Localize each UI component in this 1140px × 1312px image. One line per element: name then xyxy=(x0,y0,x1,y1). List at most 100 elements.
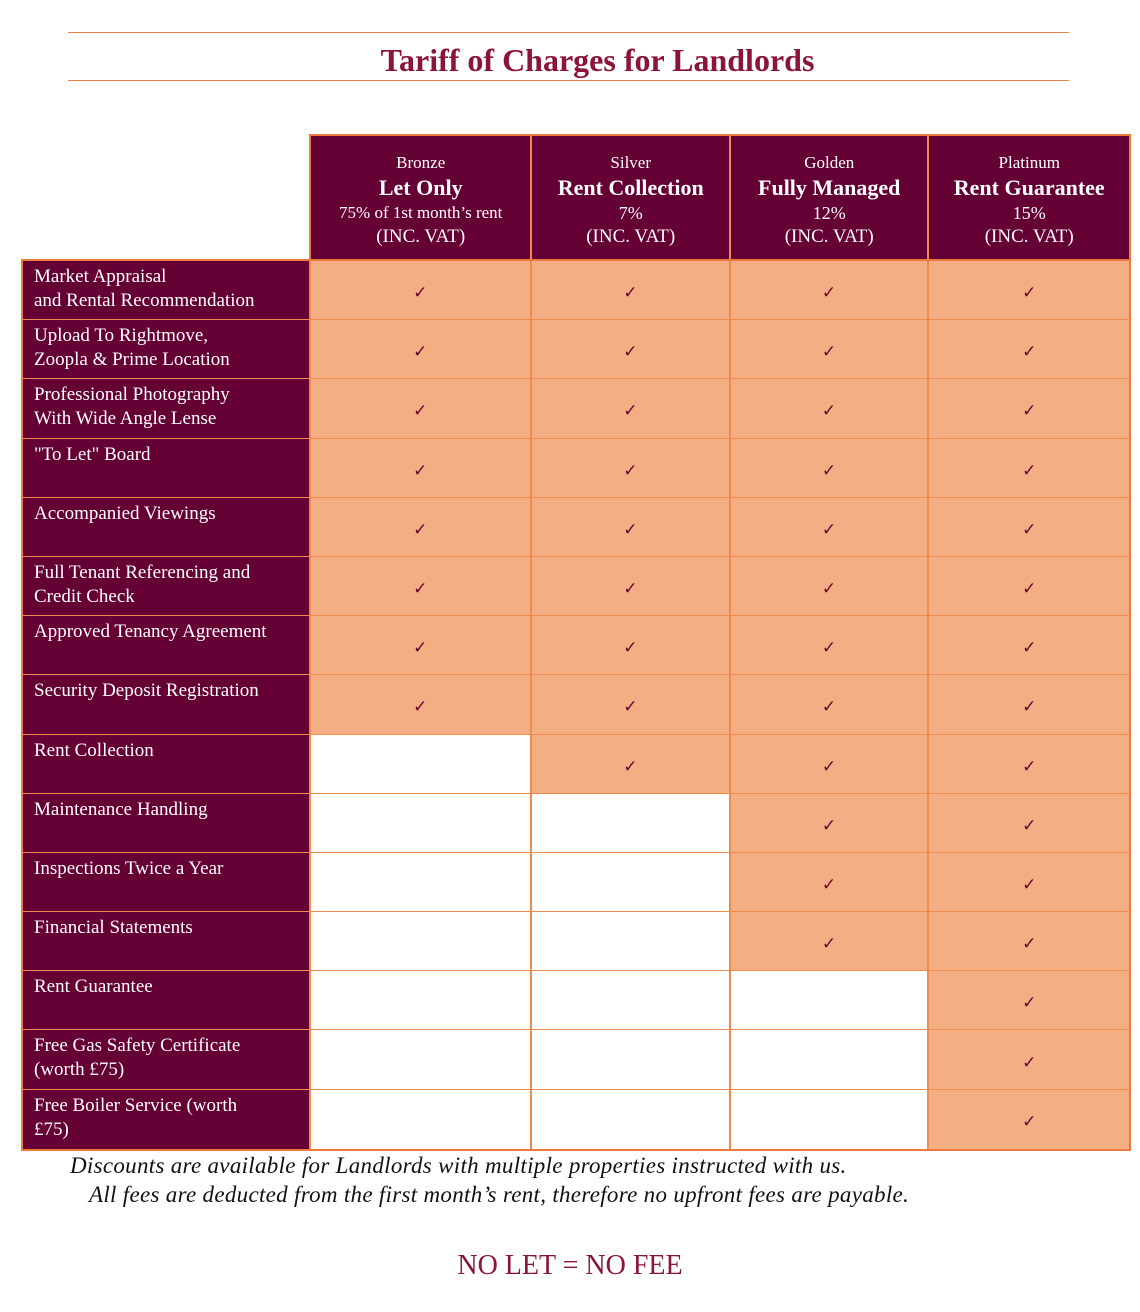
plan-vat: (INC. VAT) xyxy=(784,226,874,247)
check-icon: ✓ xyxy=(413,401,428,422)
included-cell: ✓ xyxy=(929,675,1129,734)
check-icon: ✓ xyxy=(1022,342,1037,363)
table-row: Security Deposit Registration ✓ ✓ ✓ ✓ xyxy=(23,675,1129,735)
check-icon: ✓ xyxy=(413,283,428,304)
plan-tier: Bronze xyxy=(396,153,446,172)
included-cell: ✓ xyxy=(929,912,1129,971)
included-cell: ✓ xyxy=(929,261,1129,320)
included-cell: ✓ xyxy=(532,556,731,616)
plan-silver: Silver Rent Collection 7% (INC. VAT) xyxy=(532,136,731,260)
check-icon: ✓ xyxy=(821,401,837,422)
table-row: Financial Statements ✓ ✓ xyxy=(23,912,1129,972)
plan-name: Rent Guarantee xyxy=(953,175,1105,200)
check-icon: ✓ xyxy=(1022,874,1037,895)
included-cell: ✓ xyxy=(730,912,930,971)
check-icon: ✓ xyxy=(623,460,638,481)
check-icon: ✓ xyxy=(623,697,638,718)
plan-vat: (INC. VAT) xyxy=(586,226,676,247)
included-cell: ✓ xyxy=(532,734,731,793)
not-included-cell xyxy=(532,971,731,1030)
check-icon: ✓ xyxy=(413,342,428,363)
check-icon: ✓ xyxy=(1022,993,1037,1014)
included-cell: ✓ xyxy=(730,616,930,675)
check-icon: ✓ xyxy=(413,460,428,481)
included-cell: ✓ xyxy=(310,497,533,556)
not-included-cell xyxy=(532,1030,731,1089)
plan-price: 75% of 1st month’s rent xyxy=(339,203,503,222)
check-icon: ✓ xyxy=(413,519,428,540)
check-icon: ✓ xyxy=(1022,460,1037,481)
check-icon: ✓ xyxy=(821,579,837,600)
included-cell: ✓ xyxy=(532,438,731,497)
included-cell: ✓ xyxy=(532,675,731,734)
feature-label: Free Boiler Service (worth £75) xyxy=(23,1089,311,1149)
table-row: Approved Tenancy Agreement ✓ ✓ ✓ ✓ xyxy=(23,616,1129,676)
included-cell: ✓ xyxy=(929,852,1129,912)
plan-tier: Platinum xyxy=(998,153,1060,172)
check-icon: ✓ xyxy=(821,874,837,895)
not-included-cell xyxy=(730,1089,930,1149)
feature-label: Professional Photography With Wide Angle… xyxy=(23,379,311,438)
included-cell: ✓ xyxy=(929,438,1129,497)
page-title: Tariff of Charges for Landlords xyxy=(380,42,815,78)
feature-label: Financial Statements xyxy=(23,912,311,971)
plan-header-row: Bronze Let Only 75% of 1st month’s rent … xyxy=(309,134,1131,260)
not-included-cell xyxy=(730,1030,930,1089)
not-included-cell xyxy=(310,912,533,971)
check-icon: ✓ xyxy=(623,579,638,600)
feature-label: Upload To Rightmove, Zoopla & Prime Loca… xyxy=(23,320,311,379)
check-icon: ✓ xyxy=(1022,756,1037,777)
table-row: Market Appraisal and Rental Recommendati… xyxy=(23,261,1129,321)
not-included-cell xyxy=(310,734,533,793)
table-row: Accompanied Viewings ✓ ✓ ✓ ✓ xyxy=(23,497,1129,557)
plan-tier: Silver xyxy=(610,153,652,172)
included-cell: ✓ xyxy=(929,1089,1129,1149)
no-let-no-fee-slogan: NO LET = NO FEE xyxy=(457,1250,683,1281)
fees-note: All fees are deducted from the first mon… xyxy=(89,1182,910,1207)
check-icon: ✓ xyxy=(623,756,638,777)
included-cell: ✓ xyxy=(310,675,533,734)
table-row: Professional Photography With Wide Angle… xyxy=(23,379,1129,439)
check-icon: ✓ xyxy=(821,460,837,481)
bottom-rule xyxy=(68,80,1069,81)
included-cell: ✓ xyxy=(532,261,731,320)
not-included-cell xyxy=(730,971,930,1030)
feature-label: Inspections Twice a Year xyxy=(23,852,311,912)
not-included-cell xyxy=(310,793,533,852)
included-cell: ✓ xyxy=(929,320,1129,379)
not-included-cell xyxy=(310,971,533,1030)
plan-golden: Golden Fully Managed 12% (INC. VAT) xyxy=(730,136,930,260)
check-icon: ✓ xyxy=(821,638,837,659)
included-cell: ✓ xyxy=(310,261,533,320)
plan-price: 7% xyxy=(618,203,643,223)
included-cell: ✓ xyxy=(929,793,1129,852)
included-cell: ✓ xyxy=(532,616,731,675)
not-included-cell xyxy=(532,852,731,912)
included-cell: ✓ xyxy=(310,616,533,675)
check-icon: ✓ xyxy=(1022,697,1037,718)
check-icon: ✓ xyxy=(821,934,837,955)
feature-label: Accompanied Viewings xyxy=(23,497,311,556)
table-row: Free Gas Safety Certificate (worth £75) ✓ xyxy=(23,1030,1129,1090)
included-cell: ✓ xyxy=(730,438,930,497)
included-cell: ✓ xyxy=(929,497,1129,556)
check-icon: ✓ xyxy=(1022,1112,1037,1133)
table-row: Inspections Twice a Year ✓ ✓ xyxy=(23,852,1129,913)
feature-label: Rent Collection xyxy=(23,734,311,793)
check-icon: ✓ xyxy=(623,283,638,304)
table-row: Upload To Rightmove, Zoopla & Prime Loca… xyxy=(23,320,1129,380)
plan-price: 15% xyxy=(1012,203,1046,223)
included-cell: ✓ xyxy=(532,320,731,379)
included-cell: ✓ xyxy=(730,261,930,320)
included-cell: ✓ xyxy=(730,379,930,438)
top-rule xyxy=(68,32,1069,33)
feature-label: Free Gas Safety Certificate (worth £75) xyxy=(23,1030,311,1089)
not-included-cell xyxy=(310,1089,533,1149)
included-cell: ✓ xyxy=(532,497,731,556)
included-cell: ✓ xyxy=(929,734,1129,793)
plan-tier: Golden xyxy=(804,153,855,172)
included-cell: ✓ xyxy=(730,320,930,379)
included-cell: ✓ xyxy=(310,438,533,497)
check-icon: ✓ xyxy=(821,815,837,836)
check-icon: ✓ xyxy=(821,697,837,718)
